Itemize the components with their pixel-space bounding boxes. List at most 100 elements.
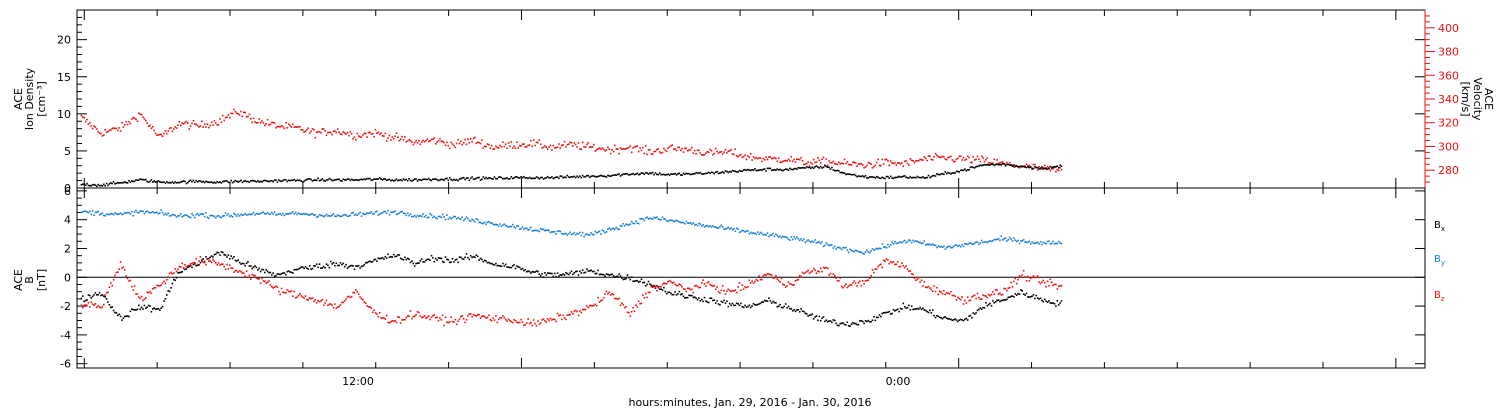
- by-point: [695, 223, 697, 226]
- bz-point: [588, 304, 591, 307]
- by-point: [94, 211, 97, 214]
- bx-point: [446, 258, 448, 261]
- velocity-point: [957, 157, 959, 160]
- density-point: [175, 182, 178, 184]
- by-point: [129, 213, 132, 215]
- bz-point: [738, 282, 741, 284]
- bz-point: [892, 260, 895, 263]
- velocity-point: [678, 146, 681, 149]
- by-point: [850, 249, 853, 252]
- density-point: [579, 175, 581, 177]
- bz-point: [87, 301, 90, 304]
- by-point: [945, 246, 948, 249]
- density-point: [933, 174, 935, 177]
- density-point: [658, 172, 661, 174]
- bx-point: [376, 260, 378, 262]
- density-point: [338, 178, 340, 181]
- density-point: [425, 178, 427, 181]
- density-point: [325, 179, 328, 181]
- bz-point: [658, 285, 661, 288]
- by-point: [580, 234, 583, 237]
- bz-point: [511, 321, 514, 324]
- bx-point: [927, 311, 930, 314]
- by-point: [104, 215, 106, 217]
- velocity-point: [663, 147, 665, 150]
- density-point: [439, 179, 441, 181]
- by-point: [563, 232, 566, 235]
- by-point: [852, 250, 854, 252]
- by-point: [1020, 240, 1022, 242]
- density-point: [819, 165, 822, 168]
- bx-point: [924, 309, 927, 312]
- bx-point: [1060, 300, 1063, 302]
- bx-point: [336, 264, 339, 267]
- density-point: [551, 176, 553, 178]
- velocity-point: [590, 146, 592, 148]
- velocity-point: [542, 146, 545, 149]
- bz-point: [542, 318, 545, 320]
- density-point: [342, 178, 345, 180]
- bx-point: [444, 256, 447, 258]
- bx-point: [286, 270, 289, 273]
- density-point: [805, 165, 808, 168]
- bx-point: [833, 319, 836, 322]
- bx-point: [475, 254, 478, 256]
- velocity-point: [108, 129, 111, 132]
- velocity-point: [591, 146, 594, 148]
- bx-point: [188, 265, 190, 268]
- density-point: [651, 171, 654, 174]
- bx-point: [958, 319, 961, 321]
- velocity-point: [975, 158, 977, 161]
- bz-point: [649, 291, 651, 294]
- by-point: [321, 214, 324, 217]
- velocity-point: [394, 135, 396, 137]
- density-point: [595, 176, 598, 178]
- bx-point: [601, 273, 604, 276]
- velocity-point: [1060, 168, 1063, 171]
- by-point: [856, 250, 858, 252]
- density-point: [661, 173, 664, 176]
- bx-point: [1041, 299, 1043, 302]
- density-point: [234, 179, 237, 182]
- bottom-left-tick-label: -4: [60, 329, 71, 342]
- bz-point: [230, 267, 232, 269]
- bx-point: [209, 256, 211, 259]
- velocity-point: [180, 124, 182, 126]
- velocity-point: [181, 122, 183, 124]
- bx-point: [783, 305, 786, 308]
- bz-point: [947, 292, 949, 295]
- bx-point: [187, 266, 189, 268]
- density-point: [1011, 165, 1014, 167]
- density-point: [731, 169, 734, 172]
- density-point: [159, 181, 161, 183]
- bz-point: [787, 281, 790, 283]
- bx-point: [863, 322, 865, 325]
- bz-point: [544, 320, 546, 322]
- bz-point: [180, 266, 182, 268]
- velocity-point: [244, 111, 246, 114]
- by-point: [759, 231, 762, 234]
- bottom-left-tick-label: 4: [64, 214, 71, 227]
- bx-point: [954, 318, 956, 320]
- bx-point: [392, 253, 395, 256]
- density-point: [707, 171, 710, 174]
- bz-point: [203, 261, 206, 264]
- density-point: [786, 168, 788, 171]
- bz-point: [950, 290, 952, 293]
- density-point: [215, 182, 217, 184]
- bx-point: [754, 303, 756, 306]
- density-point: [545, 176, 548, 179]
- bx-point: [990, 305, 993, 307]
- density-point: [418, 178, 420, 181]
- by-point: [311, 213, 314, 215]
- bz-point: [236, 269, 238, 272]
- bz-point: [646, 296, 648, 299]
- bz-point: [311, 297, 314, 299]
- bx-point: [880, 315, 882, 318]
- velocity-point: [356, 132, 359, 135]
- velocity-point: [881, 158, 884, 161]
- bz-point: [254, 274, 256, 277]
- bz-point: [401, 319, 403, 321]
- density-point: [803, 167, 805, 169]
- density-point: [388, 178, 391, 181]
